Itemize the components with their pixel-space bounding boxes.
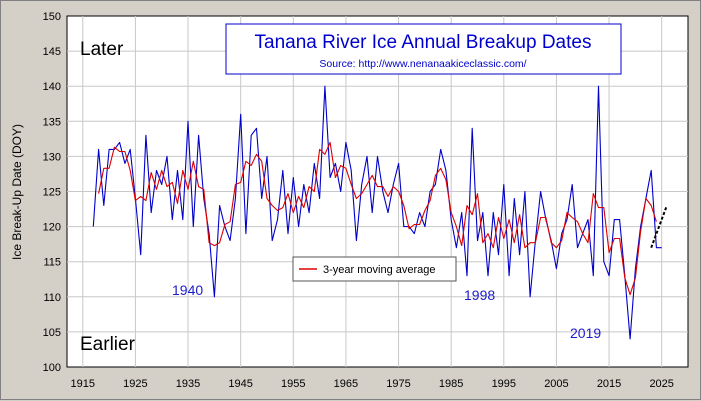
x-tick-label: 1965	[334, 378, 358, 390]
series-line-trend	[650, 205, 668, 249]
y-tick-label: 150	[43, 11, 61, 23]
x-tick-label: 1945	[228, 378, 252, 390]
year-1998-annotation: 1998	[464, 287, 495, 303]
x-tick-label: 1915	[71, 378, 95, 390]
y-tick-labels: 100 105 110 115 120 125 130 135 140 145 150	[43, 11, 61, 374]
y-tick-label: 105	[43, 327, 61, 339]
series-layer	[92, 85, 668, 340]
y-tick-label: 140	[43, 81, 61, 93]
y-tick-label: 120	[43, 222, 61, 234]
x-tick-label: 2015	[597, 378, 621, 390]
y-tick-label: 135	[43, 116, 61, 128]
legend-label-moving-average: 3-year moving average	[323, 264, 436, 276]
x-tick-label: 1925	[123, 378, 147, 390]
chart-title: Tanana River Ice Annual Breakup Dates	[255, 32, 592, 53]
y-tick-label: 130	[43, 151, 61, 163]
y-tick-label: 145	[43, 46, 61, 58]
series-line-moving-average	[98, 141, 657, 296]
later-annotation: Later	[80, 39, 124, 60]
y-tick-label: 100	[43, 362, 61, 374]
legend-box	[292, 256, 457, 282]
series-line-annual	[92, 85, 662, 340]
x-tick-label: 1985	[439, 378, 463, 390]
x-tick-label: 2005	[544, 378, 568, 390]
year-2019-annotation: 2019	[570, 325, 601, 341]
y-tick-label: 110	[43, 292, 61, 304]
year-1940-annotation: 1940	[172, 282, 203, 298]
chart-subtitle: Source: http://www.nenanaakiceclassic.co…	[319, 58, 526, 70]
y-tick-label: 115	[43, 257, 61, 269]
y-axis-label: Ice Break-Up Date (DOY)	[10, 124, 24, 260]
x-tick-labels: 1915 1925 1935 1945 1955 1965 1975 1985 1995 2005…	[71, 378, 674, 390]
x-tick-label: 1975	[386, 378, 410, 390]
y-tick-label: 125	[43, 187, 61, 199]
x-tick-label: 1995	[492, 378, 516, 390]
x-tick-label: 1955	[281, 378, 305, 390]
x-tick-label: 2025	[649, 378, 673, 390]
earlier-annotation: Earlier	[80, 334, 136, 355]
x-tick-label: 1935	[176, 378, 200, 390]
title-box	[225, 23, 622, 75]
